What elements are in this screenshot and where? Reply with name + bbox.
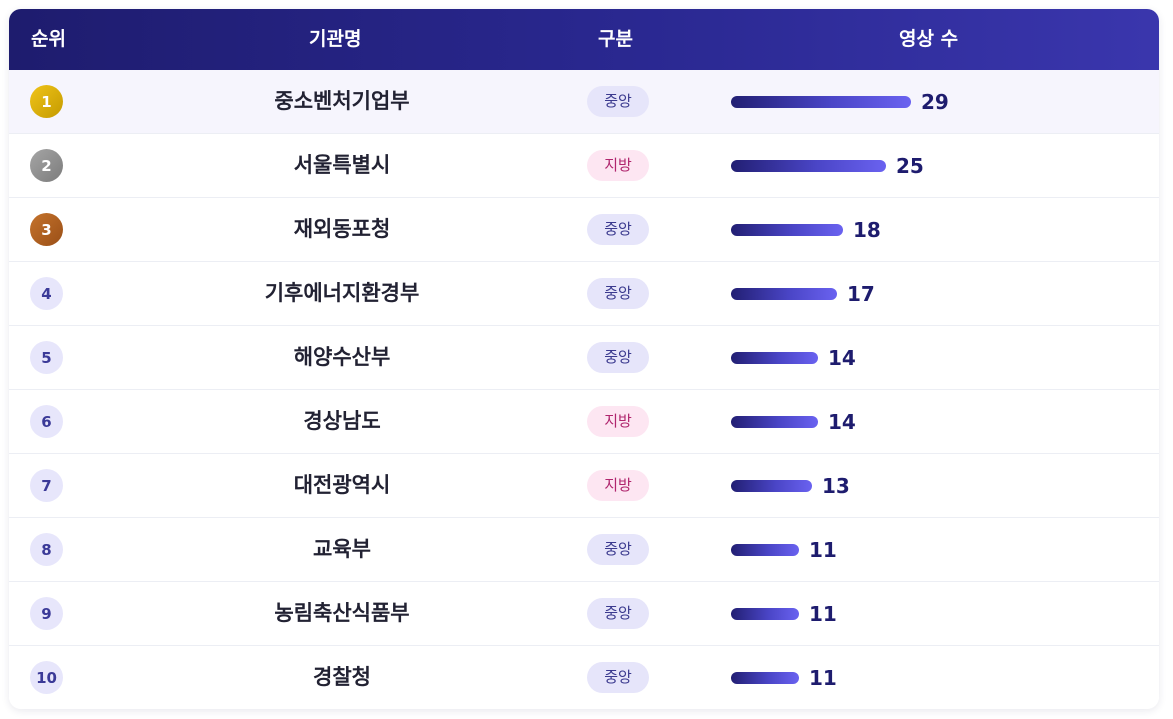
- count-bar-cell: 14: [731, 390, 856, 453]
- table-row[interactable]: 10 경찰청 중앙 11: [9, 646, 1159, 709]
- count-bar-cell: 18: [731, 198, 881, 261]
- rank-badge: 5: [30, 341, 63, 374]
- table-row[interactable]: 9 농림축산식품부 중앙 11: [9, 582, 1159, 646]
- header-rank: 순위: [31, 28, 66, 50]
- type-badge: 중앙: [587, 534, 649, 565]
- count-bar: [731, 223, 843, 236]
- count-bar: [731, 479, 812, 492]
- org-name: 대전광역시: [293, 473, 391, 497]
- table-row[interactable]: 7 대전광역시 지방 13: [9, 454, 1159, 518]
- type-badge: 중앙: [587, 598, 649, 629]
- org-name: 중소벤처기업부: [274, 89, 410, 113]
- table-row[interactable]: 1 중소벤처기업부 중앙 29: [9, 70, 1159, 134]
- count-bar: [731, 607, 799, 620]
- count-bar: [731, 671, 799, 684]
- org-name: 경찰청: [313, 665, 371, 689]
- count-bar: [731, 543, 799, 556]
- count-bar-cell: 11: [731, 582, 837, 645]
- count-bar-cell: 11: [731, 518, 837, 581]
- table-body: 1 중소벤처기업부 중앙 29 2 서울특별시 지방 25 3 재외동포청 중앙 18 4 기후에너지환경…: [9, 70, 1159, 709]
- table-row[interactable]: 5 해양수산부 중앙 14: [9, 326, 1159, 390]
- count-value: 18: [853, 217, 881, 242]
- count-value: 13: [822, 473, 850, 498]
- type-badge: 중앙: [587, 342, 649, 373]
- header-count: 영상 수: [899, 28, 959, 50]
- rank-badge: 3: [30, 213, 63, 246]
- header-type: 구분: [598, 28, 633, 50]
- ranking-table: 순위 기관명 구분 영상 수 1 중소벤처기업부 중앙 29 2 서울특별시 지방 25 3 재외…: [9, 9, 1159, 709]
- type-badge: 중앙: [587, 662, 649, 693]
- org-name: 경상남도: [303, 409, 381, 433]
- rank-badge: 1: [30, 85, 63, 118]
- count-bar: [731, 287, 837, 300]
- count-bar: [731, 415, 818, 428]
- count-value: 14: [828, 345, 856, 370]
- rank-badge: 9: [30, 597, 63, 630]
- type-badge: 중앙: [587, 86, 649, 117]
- rank-badge: 7: [30, 469, 63, 502]
- org-name: 해양수산부: [293, 345, 391, 369]
- count-bar: [731, 95, 911, 108]
- count-bar-cell: 17: [731, 262, 875, 325]
- rank-badge: 6: [30, 405, 63, 438]
- table-row[interactable]: 6 경상남도 지방 14: [9, 390, 1159, 454]
- rank-badge: 2: [30, 149, 63, 182]
- type-badge: 지방: [587, 406, 649, 437]
- count-bar-cell: 29: [731, 70, 949, 133]
- table-row[interactable]: 3 재외동포청 중앙 18: [9, 198, 1159, 262]
- type-badge: 지방: [587, 470, 649, 501]
- count-value: 11: [809, 601, 837, 626]
- table-row[interactable]: 4 기후에너지환경부 중앙 17: [9, 262, 1159, 326]
- rank-badge: 8: [30, 533, 63, 566]
- count-bar: [731, 159, 886, 172]
- rank-badge: 4: [30, 277, 63, 310]
- count-bar-cell: 11: [731, 646, 837, 709]
- count-value: 25: [896, 153, 924, 178]
- org-name: 농림축산식품부: [274, 601, 410, 625]
- count-value: 29: [921, 89, 949, 114]
- table-row[interactable]: 2 서울특별시 지방 25: [9, 134, 1159, 198]
- table-header: 순위 기관명 구분 영상 수: [9, 9, 1159, 70]
- count-bar-cell: 13: [731, 454, 850, 517]
- org-name: 재외동포청: [293, 217, 391, 241]
- rank-badge: 10: [30, 661, 63, 694]
- count-value: 17: [847, 281, 875, 306]
- org-name: 서울특별시: [293, 153, 391, 177]
- type-badge: 중앙: [587, 214, 649, 245]
- count-value: 11: [809, 537, 837, 562]
- org-name: 교육부: [313, 537, 371, 561]
- count-bar: [731, 351, 818, 364]
- org-name: 기후에너지환경부: [264, 281, 420, 305]
- count-value: 11: [809, 665, 837, 690]
- header-name: 기관명: [309, 28, 362, 50]
- count-value: 14: [828, 409, 856, 434]
- count-bar-cell: 14: [731, 326, 856, 389]
- type-badge: 지방: [587, 150, 649, 181]
- table-row[interactable]: 8 교육부 중앙 11: [9, 518, 1159, 582]
- count-bar-cell: 25: [731, 134, 924, 197]
- type-badge: 중앙: [587, 278, 649, 309]
